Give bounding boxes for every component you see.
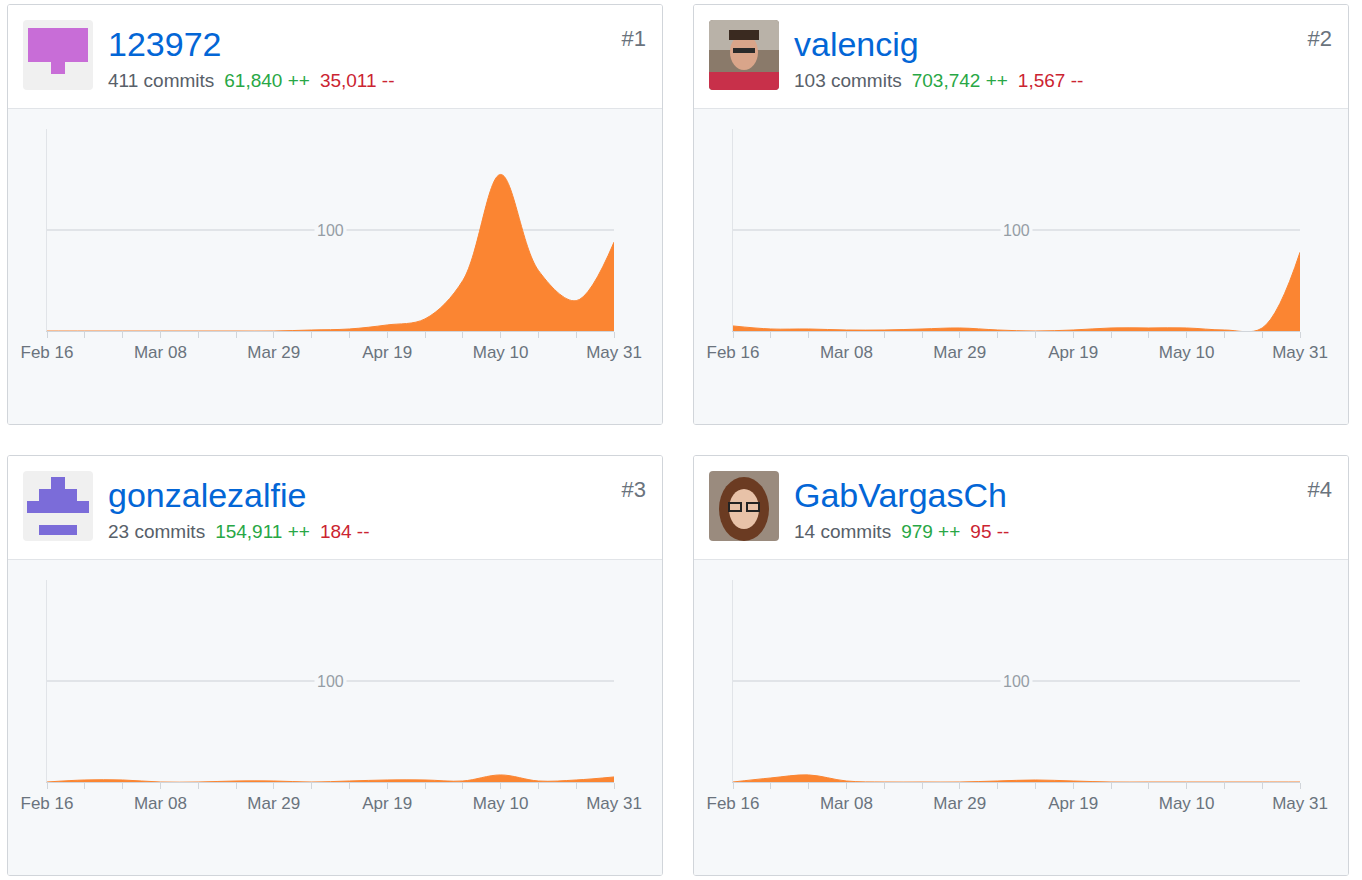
html-text:411 commits: 411 commits [108,70,215,91]
svg-text:Mar 08: Mar 08 [820,343,873,362]
svg-text:Mar 08: Mar 08 [134,794,187,813]
html-text:GabVargasCh: GabVargasCh [794,476,1007,514]
html-text:gonzalezalfie: gonzalezalfie [108,476,307,514]
html-text:979 ++: 979 ++ [901,521,961,542]
html-text:14 commits: 14 commits [794,521,892,542]
svg-text:May 10: May 10 [473,343,529,362]
svg-text:Mar 08: Mar 08 [820,794,873,813]
svg-text:100: 100 [317,673,344,690]
svg-text:Feb 16: Feb 16 [707,794,760,813]
html-text:154,911 ++: 154,911 ++ [215,521,310,542]
svg-text:Feb 16: Feb 16 [707,343,760,362]
svg-text:100: 100 [1003,673,1030,690]
svg-text:May 31: May 31 [1272,343,1328,362]
html-text:703,742 ++: 703,742 ++ [911,70,1008,91]
svg-text:100: 100 [317,222,344,239]
html-text:#1: #1 [621,26,646,51]
svg-text:Mar 29: Mar 29 [933,343,986,362]
html-text:123972: 123972 [108,25,222,63]
html-text:23 commits: 23 commits [108,521,206,542]
svg-text:May 31: May 31 [586,343,642,362]
svg-text:May 31: May 31 [1272,794,1328,813]
svg-text:Mar 29: Mar 29 [933,794,986,813]
svg-text:May 10: May 10 [1159,794,1215,813]
html-text:#2: #2 [1307,26,1332,51]
html-text:184 --: 184 -- [319,521,370,542]
svg-text:Mar 29: Mar 29 [247,794,300,813]
svg-text:Feb 16: Feb 16 [21,794,74,813]
html-text:#3: #3 [621,477,646,502]
svg-text:May 31: May 31 [586,794,642,813]
html-text:61,840 ++: 61,840 ++ [224,70,310,91]
html-text:valencig: valencig [794,25,919,63]
svg-text:Apr 19: Apr 19 [1048,794,1098,813]
svg-text:Apr 19: Apr 19 [1048,343,1098,362]
svg-text:100: 100 [1003,222,1030,239]
svg-text:Apr 19: Apr 19 [362,794,412,813]
html-text:95 --: 95 -- [970,521,1010,542]
html-text:103 commits: 103 commits [794,70,902,91]
html-text:1,567 --: 1,567 -- [1017,70,1084,91]
svg-text:Feb 16: Feb 16 [21,343,74,362]
html-text:35,011 --: 35,011 -- [319,70,395,91]
html-text:#4: #4 [1307,477,1332,502]
svg-text:Mar 08: Mar 08 [134,343,187,362]
svg-text:Mar 29: Mar 29 [247,343,300,362]
svg-text:Apr 19: Apr 19 [362,343,412,362]
svg-text:May 10: May 10 [473,794,529,813]
svg-text:May 10: May 10 [1159,343,1215,362]
